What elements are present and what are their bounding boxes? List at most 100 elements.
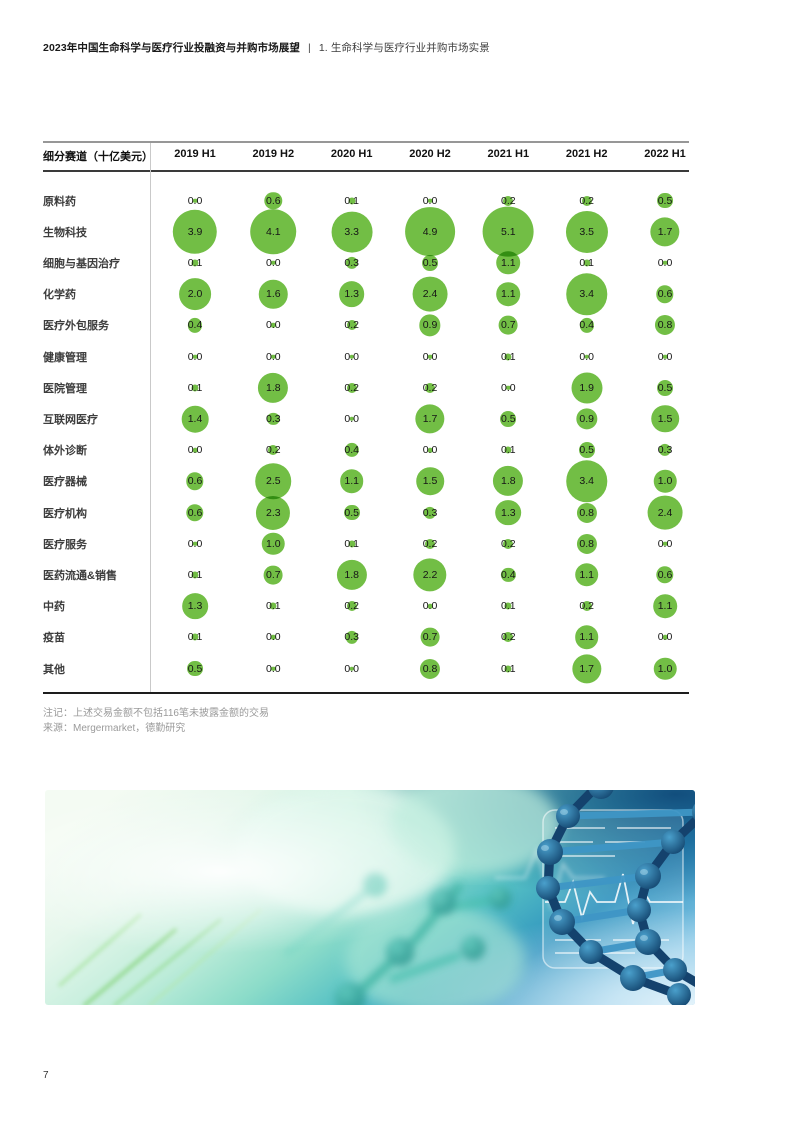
value-label: 1.4: [187, 412, 203, 425]
value-bubble: [504, 352, 512, 361]
value-label: 1.7: [422, 412, 438, 425]
table-top-rule: [43, 141, 689, 143]
value-bubble: [662, 635, 668, 640]
value-label: 2.3: [265, 506, 281, 519]
column-header: 2022 H1: [644, 148, 686, 160]
value-bubble: [574, 625, 599, 650]
value-label: 1.8: [344, 568, 359, 581]
value-bubble: [405, 206, 455, 257]
value-bubble: [427, 603, 433, 609]
value-label: 0.0: [344, 662, 359, 675]
value-label: 2.2: [422, 568, 438, 581]
value-bubble: [423, 506, 437, 519]
value-bubble: [415, 404, 445, 434]
value-bubble: [348, 540, 356, 548]
value-bubble: [182, 593, 208, 619]
value-label: 0.0: [422, 350, 438, 363]
value-bubble: [339, 469, 364, 494]
page-number: 7: [43, 1070, 49, 1081]
value-bubble: [187, 318, 203, 333]
value-bubble: [271, 260, 276, 266]
row-label: 医疗外包服务: [43, 320, 109, 333]
value-label: 0.0: [579, 350, 594, 363]
value-bubble: [581, 601, 592, 612]
value-bubble: [267, 412, 280, 426]
value-label: 0.8: [579, 506, 594, 519]
value-label: 0.1: [187, 256, 203, 269]
table-bottom-rule: [43, 692, 689, 694]
header-separator: |: [308, 42, 311, 54]
value-bubble: [420, 627, 440, 647]
value-label: 0.0: [265, 319, 281, 332]
value-label: 0.2: [422, 381, 438, 394]
table-vertical-divider: [150, 143, 151, 693]
value-label: 0.2: [579, 600, 594, 613]
value-label: 0.2: [344, 600, 359, 613]
value-label: 1.1: [500, 256, 516, 269]
value-label: 0.3: [344, 631, 359, 644]
value-label: 1.9: [579, 381, 594, 394]
value-bubble: [191, 633, 199, 641]
value-bubble: [654, 315, 676, 336]
value-bubble: [504, 664, 512, 673]
value-label: 0.0: [187, 444, 203, 457]
value-label: 0.6: [187, 506, 203, 519]
row-label: 医疗机构: [43, 507, 87, 520]
value-label: 0.2: [500, 194, 516, 207]
value-bubble: [271, 635, 276, 640]
value-label: 0.6: [187, 475, 203, 488]
value-bubble: [186, 472, 204, 491]
value-bubble: [657, 379, 673, 396]
value-bubble: [179, 278, 211, 310]
value-bubble: [412, 276, 448, 312]
row-label: 医疗器械: [43, 476, 87, 489]
value-label: 0.7: [422, 631, 438, 644]
value-label: 0.0: [187, 194, 203, 207]
value-label: 0.0: [657, 631, 673, 644]
value-label: 0.0: [344, 350, 359, 363]
value-label: 2.4: [422, 288, 438, 301]
dna-helix-graphic: [45, 790, 695, 1005]
value-bubble: [344, 442, 359, 458]
row-label: 医院管理: [43, 382, 87, 395]
value-bubble: [336, 559, 367, 590]
value-bubble: [192, 354, 198, 359]
row-label: 原料药: [43, 195, 76, 208]
column-header: 2020 H1: [330, 148, 373, 160]
value-label: 0.2: [422, 537, 438, 550]
value-bubble: [256, 495, 291, 530]
value-bubble: [419, 658, 441, 679]
value-label: 1.0: [657, 475, 673, 488]
value-label: 0.0: [657, 350, 673, 363]
value-label: 3.4: [579, 288, 594, 301]
row-label: 中药: [43, 601, 65, 614]
value-label: 0.5: [579, 444, 594, 457]
value-bubble: [259, 279, 288, 309]
value-label: 0.0: [265, 256, 281, 269]
value-label: 3.9: [187, 225, 203, 238]
value-bubble: [263, 565, 283, 585]
value-bubble: [496, 251, 521, 275]
value-bubble: [331, 211, 373, 253]
value-bubble: [656, 285, 674, 303]
value-bubble: [187, 660, 203, 677]
value-bubble: [416, 467, 444, 496]
dna-helix-image: [45, 790, 695, 1005]
value-label: 1.1: [344, 475, 359, 488]
value-label: 0.5: [422, 256, 438, 269]
value-bubble: [576, 408, 598, 430]
row-label: 医疗服务: [43, 538, 87, 551]
value-label: 0.5: [657, 194, 673, 207]
value-bubble: [346, 382, 357, 393]
row-label: 其他: [43, 663, 65, 676]
value-bubble: [501, 567, 516, 582]
value-bubble: [338, 281, 365, 307]
value-bubble: [255, 463, 292, 500]
value-label: 0.4: [187, 319, 203, 332]
value-bubble: [191, 259, 199, 267]
value-bubble: [506, 385, 511, 390]
value-label: 0.1: [500, 350, 516, 363]
value-bubble: [419, 314, 441, 336]
value-label: 0.3: [422, 506, 438, 519]
value-label: 0.0: [187, 537, 203, 550]
